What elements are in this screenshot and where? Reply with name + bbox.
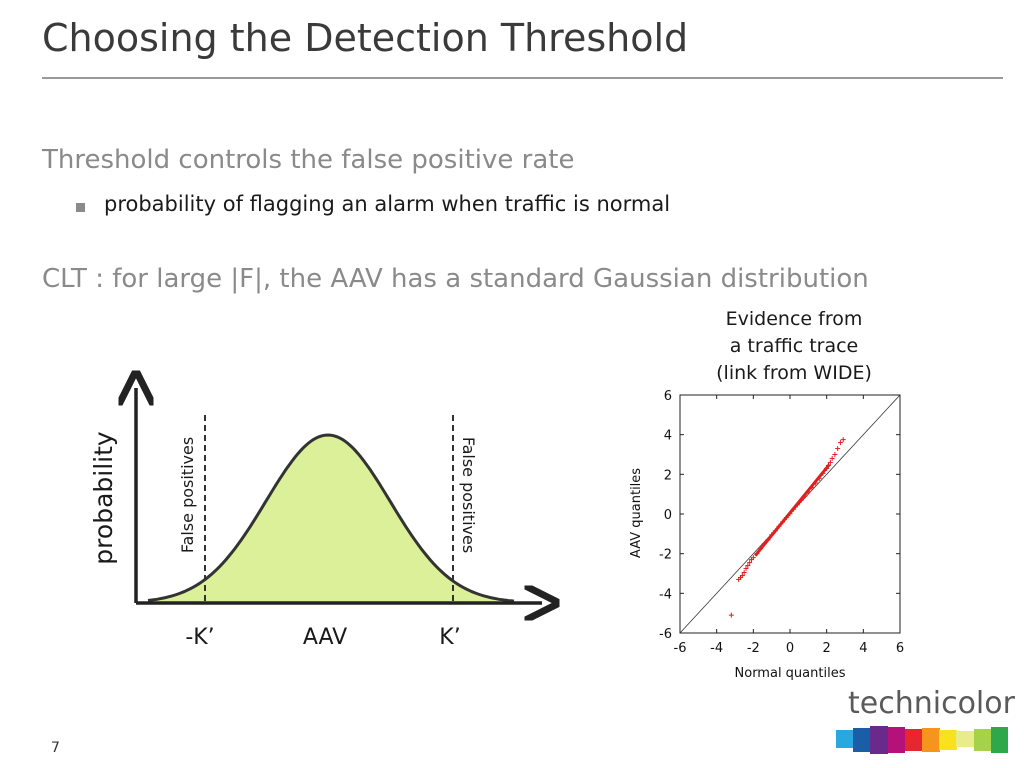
qq-point bbox=[827, 459, 833, 465]
qq-ytick-label: 0 bbox=[664, 508, 672, 523]
qq-point bbox=[840, 437, 846, 443]
bullet-text: probability of flagging an alarm when tr… bbox=[104, 192, 671, 216]
qq-xtick-label: 2 bbox=[823, 641, 831, 656]
qq-xtick-label: 6 bbox=[896, 641, 904, 656]
left-region-label: False positives bbox=[178, 437, 197, 553]
qq-point bbox=[739, 572, 745, 578]
qq-point bbox=[747, 560, 753, 566]
tick-left-label: -K’ bbox=[185, 625, 214, 650]
qq-ytick-label: -2 bbox=[659, 548, 672, 563]
logo-color-block bbox=[836, 730, 854, 748]
logo-wordmark: technicolor bbox=[848, 686, 1015, 721]
qq-xlabel: Normal quantiles bbox=[735, 666, 846, 681]
heading-threshold: Threshold controls the false positive ra… bbox=[42, 145, 575, 175]
logo-color-block bbox=[990, 727, 1009, 753]
logo-color-block bbox=[887, 727, 906, 753]
title-divider bbox=[42, 77, 1003, 79]
right-region-label: False positives bbox=[459, 437, 478, 553]
logo-color-block bbox=[939, 730, 957, 750]
qq-ytick-label: -4 bbox=[659, 587, 672, 602]
qq-point bbox=[832, 452, 838, 457]
logo-color-block bbox=[956, 731, 975, 747]
qq-xtick-label: 0 bbox=[786, 641, 794, 656]
logo-color-block bbox=[973, 729, 992, 751]
logo-color-block bbox=[870, 726, 889, 754]
evidence-line-1: Evidence from bbox=[725, 308, 863, 330]
qq-point bbox=[829, 455, 835, 461]
page-number: 7 bbox=[51, 740, 60, 756]
qq-ytick-label: 4 bbox=[664, 429, 672, 444]
qq-ylabel: AAV quantiles bbox=[629, 468, 644, 558]
logo-color-block bbox=[904, 729, 923, 751]
qq-plot: -6 -4 -2 0 2 4 6 -6 -4 -2 0 2 4 6 Normal quantiles AA… bbox=[629, 389, 904, 681]
qq-ytick-label: -6 bbox=[659, 627, 672, 642]
qq-point bbox=[750, 555, 756, 561]
qq-xtick-label: -2 bbox=[747, 641, 760, 656]
tick-right-label: K’ bbox=[439, 625, 460, 650]
y-axis-label: probability bbox=[89, 431, 118, 565]
gaussian-area bbox=[148, 435, 515, 603]
qq-point bbox=[743, 566, 749, 572]
evidence-line-2: a traffic trace bbox=[729, 335, 859, 357]
gaussian-figure: probability False positives False positi… bbox=[89, 370, 560, 650]
qq-point bbox=[728, 612, 734, 618]
logo-color-block bbox=[853, 728, 871, 752]
bullet-square-icon bbox=[76, 203, 85, 212]
qq-xtick-label: -6 bbox=[674, 641, 687, 656]
qq-ytick-label: 6 bbox=[664, 389, 672, 404]
heading-clt: CLT : for large |F|, the AAV has a stand… bbox=[42, 264, 869, 294]
logo-color-block bbox=[922, 728, 940, 752]
qq-point bbox=[835, 446, 841, 452]
qq-xtick-label: -4 bbox=[710, 641, 723, 656]
tick-center-label: AAV bbox=[303, 625, 347, 650]
qq-point bbox=[837, 440, 843, 446]
qq-point bbox=[741, 570, 747, 576]
qq-point-band bbox=[754, 463, 831, 557]
page-title: Choosing the Detection Threshold bbox=[42, 16, 689, 60]
qq-point bbox=[745, 563, 751, 569]
evidence-line-3: (link from WIDE) bbox=[716, 362, 872, 384]
logo-color-bar bbox=[836, 726, 1009, 754]
qq-ytick-label: 2 bbox=[664, 468, 672, 483]
qq-xtick-label: 4 bbox=[859, 641, 867, 656]
